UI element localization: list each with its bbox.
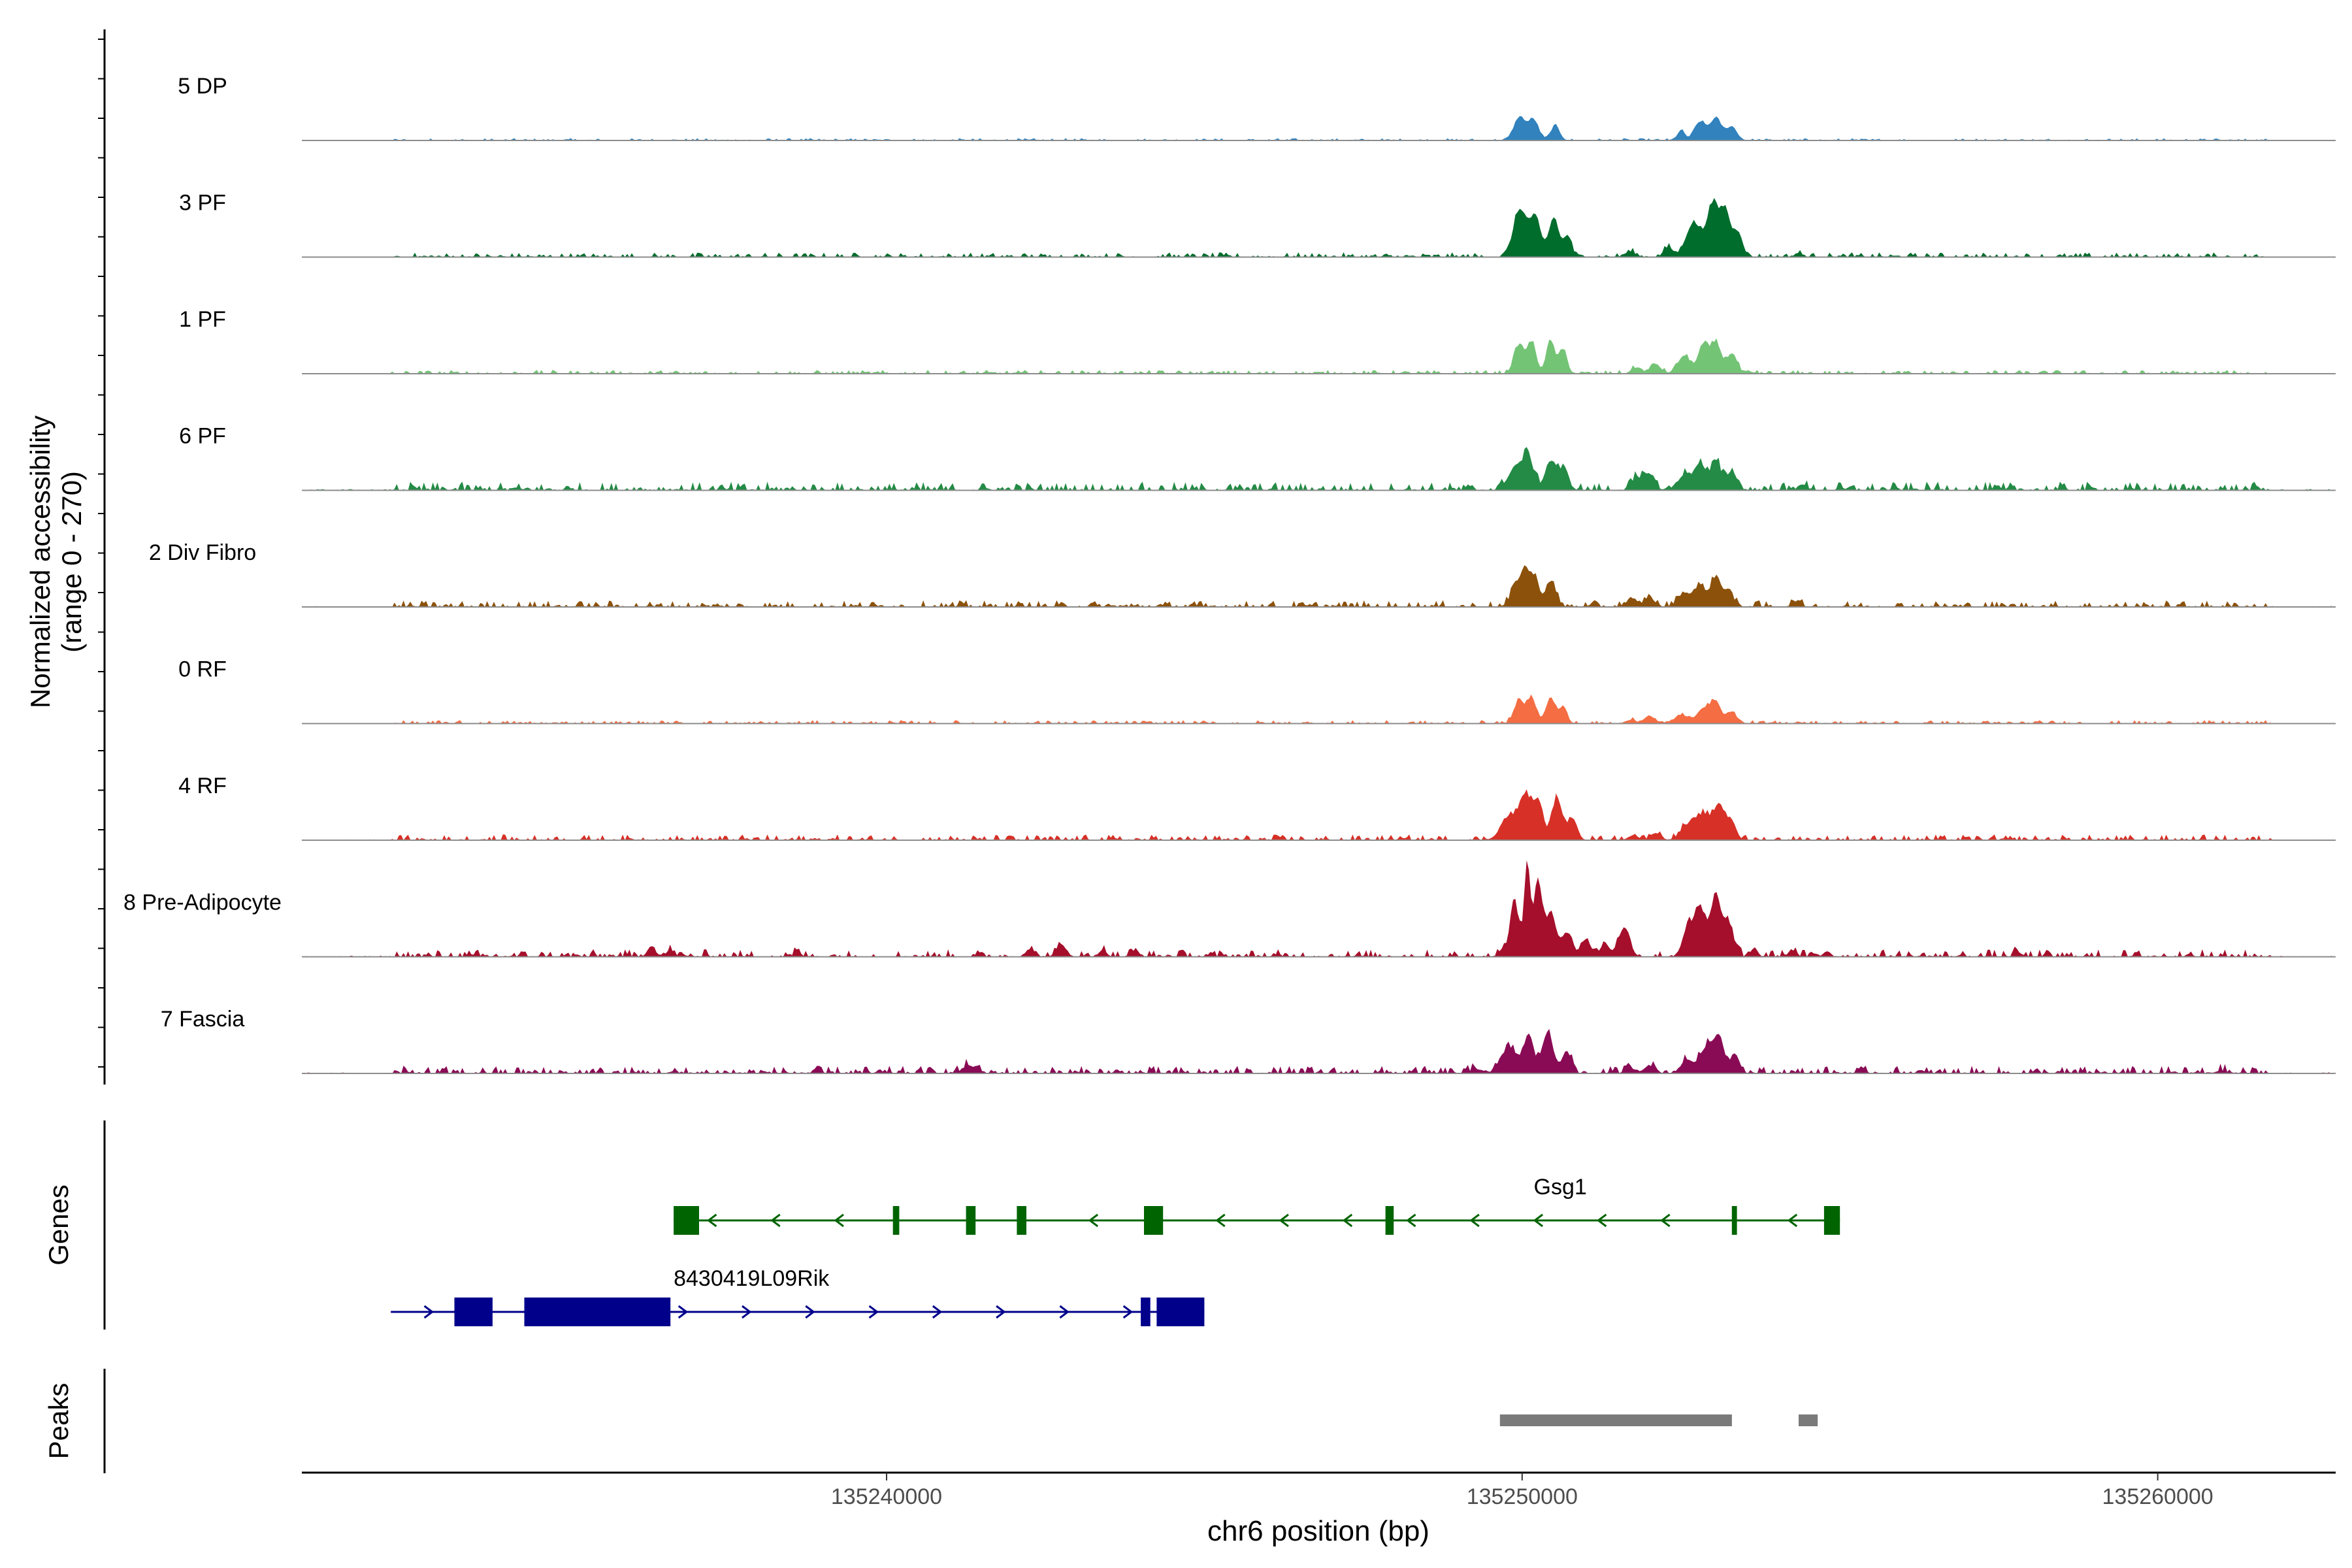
track-label: 0 RF — [178, 657, 227, 682]
y-axis-label-line-1: Normalized accessibility — [25, 416, 56, 708]
x-tick-label: 135260000 — [2102, 1484, 2213, 1509]
gene-exon — [892, 1206, 900, 1235]
strand-arrow — [1406, 1213, 1416, 1228]
peak-regions — [1499, 1414, 1818, 1426]
strand-arrow — [1122, 1305, 1134, 1319]
gene-8430419l09rik: 8430419L09Rik — [391, 1266, 1205, 1326]
strand-arrow — [868, 1305, 879, 1319]
genes-panel: Genes Gsg1 8430419L09Rik — [43, 1120, 1840, 1330]
track-area — [302, 1028, 2336, 1073]
strand-arrow — [834, 1213, 844, 1228]
y-axis-label-line-2: (range 0 - 270) — [56, 471, 87, 653]
track-label: 8 Pre-Adipocyte — [123, 890, 282, 915]
gene-exon — [1144, 1206, 1164, 1235]
strand-arrow — [1787, 1213, 1798, 1228]
track-label: 2 Div Fibro — [149, 540, 256, 565]
coverage-y-axis: Normalized accessibility (range 0 - 270) — [25, 29, 106, 1085]
strand-arrow — [423, 1305, 434, 1319]
gene-models: Gsg1 8430419L09Rik — [391, 1175, 1840, 1326]
track-8-pre-adipocyte: 8 Pre-Adipocyte — [123, 860, 2336, 958]
track-label: 7 Fascia — [161, 1007, 245, 1032]
strand-arrow — [932, 1305, 943, 1319]
strand-arrow — [1279, 1213, 1289, 1228]
gene-exon — [1017, 1206, 1026, 1235]
gene-exon — [1823, 1206, 1840, 1235]
strand-arrow — [1660, 1213, 1671, 1228]
peaks-panel-label: Peaks — [43, 1383, 74, 1460]
track-6-pf: 6 PF — [179, 424, 2336, 491]
strand-arrow — [1533, 1213, 1544, 1228]
track-2-div-fibro: 2 Div Fibro — [149, 540, 2336, 608]
gene-exon — [1141, 1298, 1151, 1326]
strand-arrow — [996, 1305, 1006, 1319]
x-axis: 135240000 135250000 135260000 chr6 positio… — [302, 1471, 2336, 1547]
genes-panel-label: Genes — [43, 1184, 74, 1266]
track-4-rf: 4 RF — [178, 774, 2336, 841]
strand-arrow — [1596, 1213, 1607, 1228]
peak-bar — [1799, 1414, 1818, 1426]
x-tick-label: 135240000 — [831, 1484, 942, 1509]
gene-exon — [966, 1206, 976, 1235]
gene-exon — [1156, 1298, 1205, 1326]
gene-exon — [674, 1206, 699, 1235]
gene-exon — [1731, 1206, 1737, 1235]
strand-arrow — [1215, 1213, 1226, 1228]
strand-arrow — [1469, 1213, 1480, 1228]
gene-label: 8430419L09Rik — [674, 1266, 830, 1291]
strand-arrow — [1059, 1305, 1070, 1319]
strand-arrow — [805, 1305, 815, 1319]
track-label: 3 PF — [179, 191, 226, 216]
gene-gsg1: Gsg1 — [674, 1175, 1840, 1235]
strand-arrow — [1342, 1213, 1353, 1228]
track-0-rf: 0 RF — [178, 657, 2336, 725]
strand-arrow — [742, 1305, 752, 1319]
track-1-pf: 1 PF — [179, 307, 2336, 374]
gene-exon — [1385, 1206, 1394, 1235]
track-7-fascia: 7 Fascia — [161, 1007, 2336, 1074]
track-area — [302, 789, 2336, 840]
x-axis-ticks: 135240000 135250000 135260000 — [831, 1473, 2213, 1509]
x-tick-label: 135250000 — [1467, 1484, 1578, 1509]
peak-bar — [1499, 1414, 1732, 1426]
gene-exon — [454, 1298, 493, 1326]
peaks-panel: Peaks — [43, 1369, 1818, 1473]
strand-arrow — [1088, 1213, 1099, 1228]
strand-arrow — [706, 1213, 717, 1228]
track-3-pf: 3 PF — [179, 191, 2336, 258]
track-label: 4 RF — [178, 774, 227, 798]
track-5-dp: 5 DP — [178, 74, 2336, 141]
strand-arrow — [770, 1213, 781, 1228]
gene-exon — [524, 1298, 671, 1326]
coverage-y-ticks — [98, 39, 105, 1068]
track-label: 5 DP — [178, 74, 227, 99]
track-label: 1 PF — [179, 307, 226, 332]
gene-label: Gsg1 — [1534, 1175, 1587, 1200]
track-label: 6 PF — [179, 424, 226, 449]
coverage-tracks: 5 DP 3 PF 1 PF 6 PF 2 Div Fibro 0 RF 4 RF 8 Pre… — [123, 74, 2336, 1074]
strand-arrow — [678, 1305, 689, 1319]
x-axis-label: chr6 position (bp) — [1207, 1515, 1429, 1547]
